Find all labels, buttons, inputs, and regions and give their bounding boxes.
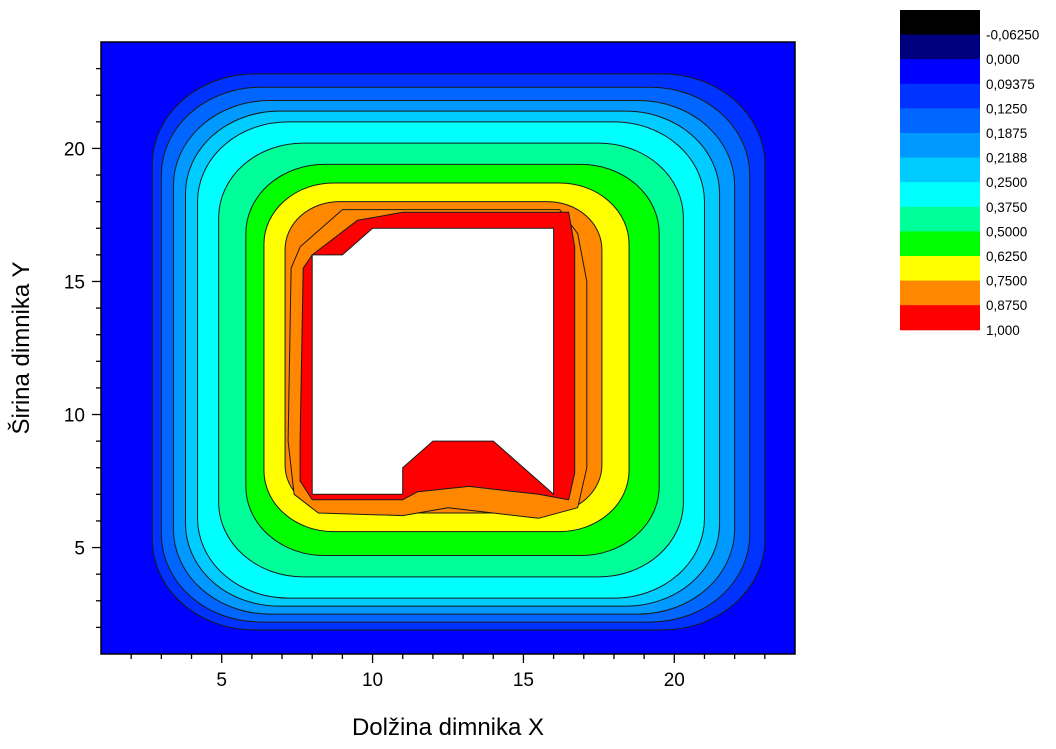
x-tick-label: 15: [513, 670, 534, 691]
legend-swatch: [900, 157, 980, 183]
color-scale-legend: -0,06250 0,000 0,09375 0,1250 0,1875 0,2188 0,…: [900, 10, 1039, 338]
legend-level-label: 0,5000: [986, 224, 1027, 239]
legend-level-label: 0,000: [986, 52, 1020, 67]
legend-level-label: 0,2188: [986, 151, 1027, 166]
legend-swatch: [900, 133, 980, 159]
plot-frame: [100, 41, 796, 655]
legend-level-label: 0,2500: [986, 175, 1027, 190]
legend-swatch: [900, 59, 980, 85]
legend-swatch: [900, 280, 980, 306]
legend-swatch: [900, 10, 980, 36]
legend-swatch: [900, 256, 980, 282]
x-tick-label: 10: [362, 670, 383, 691]
legend-level-label: 0,09375: [986, 77, 1035, 92]
y-axis: 5 10 15 20: [64, 67, 101, 629]
legend-level-label: 0,1250: [986, 101, 1027, 116]
x-tick-label: 5: [216, 670, 227, 691]
legend-swatch: [900, 34, 980, 60]
y-tick-label: 5: [74, 539, 85, 560]
legend-level-label: 0,6250: [986, 249, 1027, 264]
legend-swatch: [900, 206, 980, 232]
x-tick-label: 20: [664, 670, 685, 691]
legend-swatch: [900, 305, 980, 331]
legend-swatch: [900, 182, 980, 208]
y-tick-label: 15: [64, 272, 85, 293]
legend-level-label: 0,3750: [986, 200, 1027, 215]
x-axis: 5 10 15 20: [130, 654, 766, 691]
y-tick-label: 20: [64, 139, 85, 160]
x-axis-title: Dolžina dimnika X: [352, 714, 544, 741]
legend-level-label: -0,06250: [986, 28, 1039, 43]
legend-level-label: 0,8750: [986, 298, 1027, 313]
y-axis-title: Širina dimnika Y: [7, 262, 35, 435]
y-tick-label: 10: [64, 406, 85, 427]
contour-hole: [311, 227, 555, 495]
legend-swatch: [900, 108, 980, 134]
legend-swatch: [900, 83, 980, 109]
legend-level-label: 0,1875: [986, 126, 1027, 141]
legend-level-label: 1,000: [986, 323, 1020, 338]
plot-area: [101, 42, 795, 654]
legend-level-label: 0,7500: [986, 274, 1027, 289]
legend-swatch: [900, 231, 980, 257]
